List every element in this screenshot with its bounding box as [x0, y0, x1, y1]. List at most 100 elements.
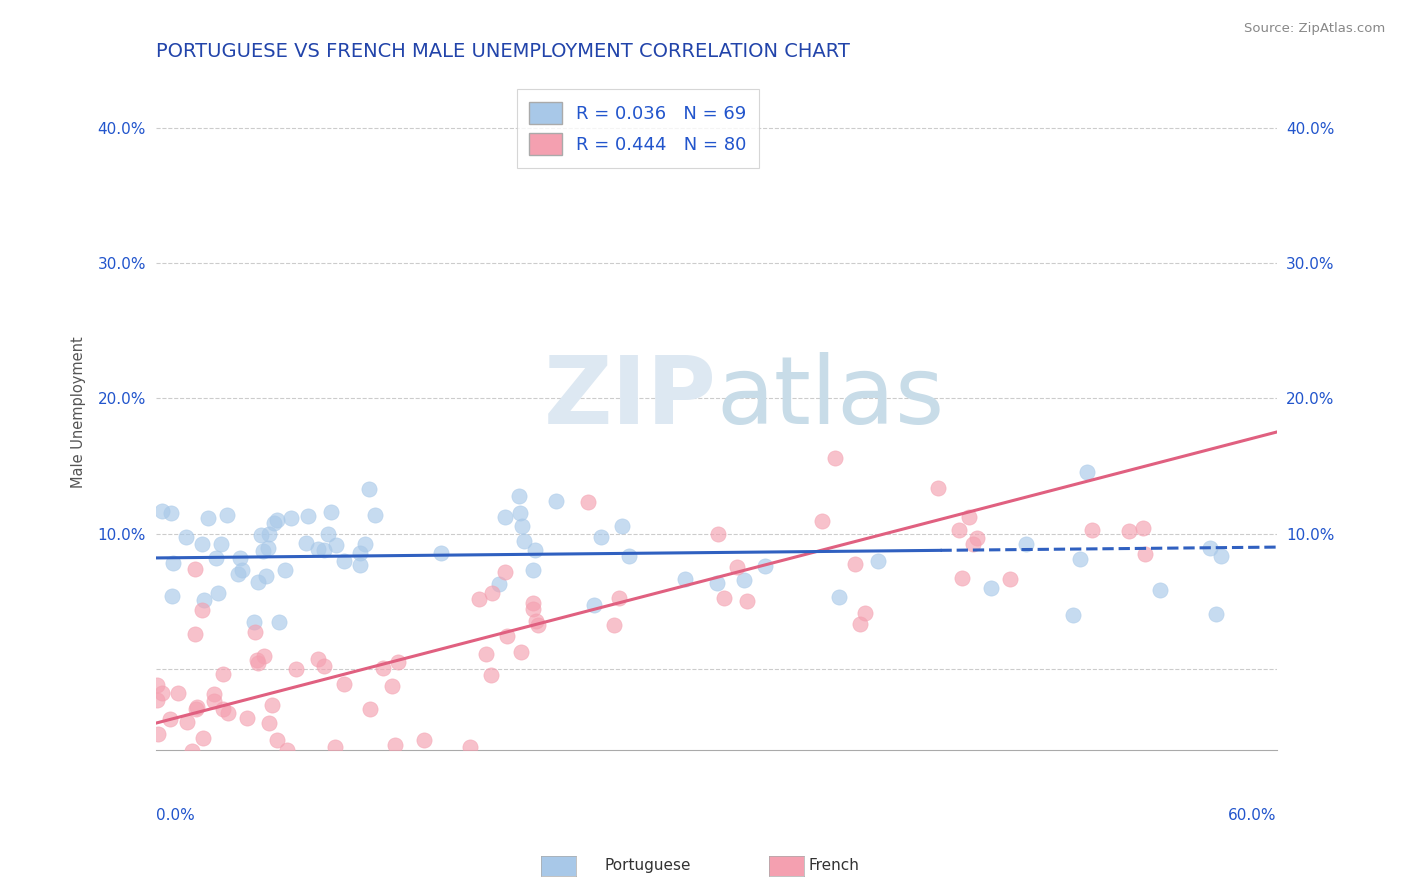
Point [495, 629, 517, 643]
Point [226, 567, 249, 582]
Point [257, 541, 280, 555]
Point [844, 557, 866, 571]
Point [228, 551, 250, 566]
Point [256, 780, 278, 795]
Point [217, 706, 239, 720]
Text: Source: ZipAtlas.com: Source: ZipAtlas.com [1244, 22, 1385, 36]
Point [174, 530, 197, 544]
Point [591, 530, 613, 544]
Point [522, 563, 544, 577]
Point [1118, 524, 1140, 539]
Point [323, 740, 346, 755]
Point [754, 558, 776, 573]
Point [387, 655, 409, 669]
Point [295, 536, 318, 550]
Point [162, 556, 184, 570]
Point [950, 571, 973, 585]
Point [146, 727, 169, 741]
Point [733, 573, 755, 587]
Point [212, 702, 235, 716]
Point [257, 526, 280, 541]
Point [266, 512, 288, 526]
Point [349, 558, 371, 573]
Point [966, 532, 988, 546]
Point [243, 625, 266, 640]
Point [962, 537, 984, 551]
Point [602, 618, 624, 632]
Point [266, 733, 288, 747]
Point [252, 543, 274, 558]
Point [607, 591, 630, 606]
Point [725, 560, 748, 574]
Point [160, 506, 183, 520]
Point [246, 656, 269, 670]
Point [1199, 541, 1222, 556]
Point [202, 687, 225, 701]
Point [159, 712, 181, 726]
Point [1062, 607, 1084, 622]
Point [1069, 552, 1091, 566]
Point [828, 590, 851, 604]
Point [1209, 549, 1232, 563]
Point [276, 743, 298, 757]
Point [307, 651, 329, 665]
Point [246, 574, 269, 589]
Point [193, 592, 215, 607]
Point [215, 508, 238, 522]
Point [186, 699, 208, 714]
Point [948, 523, 970, 537]
Point [150, 685, 173, 699]
Text: ZIP: ZIP [544, 352, 717, 444]
Point [318, 526, 340, 541]
Point [191, 537, 214, 551]
Point [1000, 573, 1022, 587]
Point [458, 739, 481, 754]
Point [165, 768, 187, 782]
Point [1149, 583, 1171, 598]
Point [173, 768, 195, 782]
Point [314, 659, 336, 673]
Point [706, 575, 728, 590]
Point [207, 586, 229, 600]
Point [510, 645, 533, 659]
Point [512, 534, 534, 549]
Point [167, 686, 190, 700]
Text: 60.0%: 60.0% [1227, 807, 1277, 822]
Point [1080, 524, 1102, 538]
Point [190, 603, 212, 617]
Point [713, 591, 735, 606]
Point [849, 616, 872, 631]
Point [333, 677, 356, 691]
Point [250, 527, 273, 541]
Point [146, 692, 169, 706]
Point [254, 569, 277, 583]
Point [273, 563, 295, 577]
Text: French: French [808, 858, 859, 872]
Point [167, 752, 190, 766]
Point [524, 614, 547, 628]
Point [184, 627, 207, 641]
Point [527, 618, 550, 632]
Point [297, 508, 319, 523]
Point [205, 550, 228, 565]
Point [957, 510, 980, 524]
Point [371, 661, 394, 675]
Point [523, 542, 546, 557]
Point [1132, 521, 1154, 535]
Point [162, 589, 184, 603]
Point [280, 511, 302, 525]
Legend: R = 0.036   N = 69, R = 0.444   N = 80: R = 0.036 N = 69, R = 0.444 N = 80 [516, 89, 759, 168]
Point [979, 581, 1001, 595]
Point [204, 694, 226, 708]
Point [181, 744, 204, 758]
Point [359, 702, 381, 716]
Point [314, 543, 336, 558]
Point [219, 763, 242, 777]
Point [494, 565, 516, 579]
Point [257, 715, 280, 730]
Point [307, 542, 329, 557]
Point [735, 593, 758, 607]
Point [193, 731, 215, 745]
Point [1205, 607, 1227, 621]
Point [479, 668, 502, 682]
